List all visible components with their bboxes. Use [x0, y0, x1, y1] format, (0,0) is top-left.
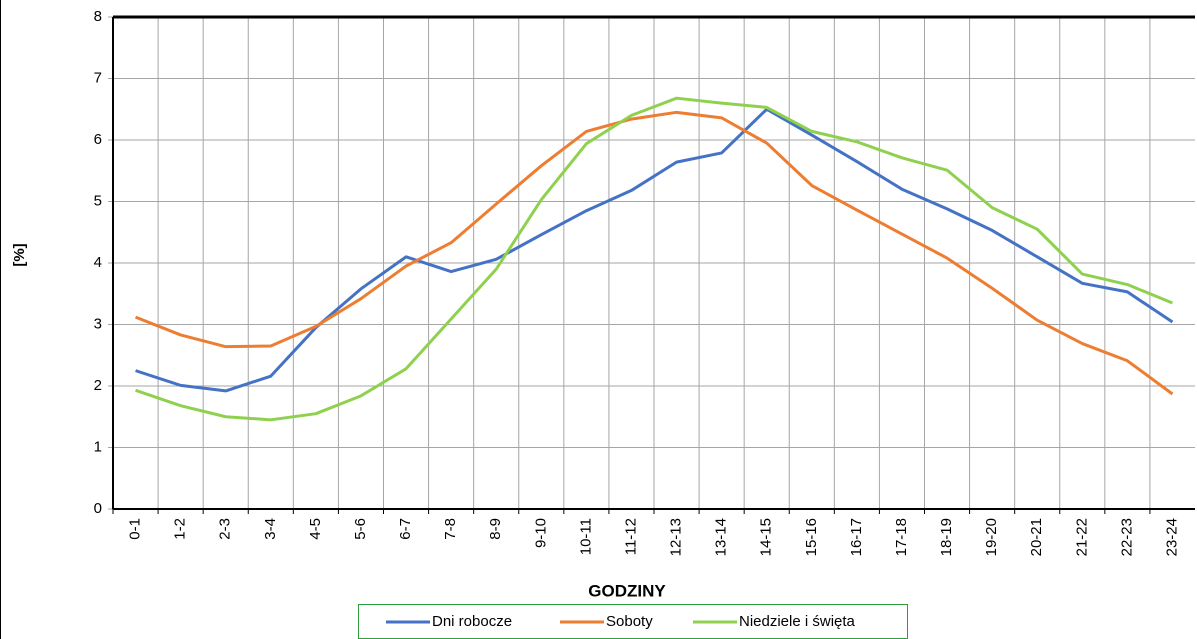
series-line: [135, 96, 1174, 422]
x-tick-label: 7-8: [442, 518, 459, 540]
y-tick-label: 0: [94, 500, 102, 517]
x-tick-label: 12-13: [668, 518, 685, 556]
x-tick-label: 9-10: [532, 518, 549, 548]
x-tick-label: 23-24: [1163, 518, 1180, 556]
x-tick-label: 3-4: [262, 518, 279, 540]
x-tick-label: 19-20: [983, 518, 1000, 556]
legend-label: Dni robocze: [432, 613, 512, 630]
x-tick-label: 1-2: [172, 518, 189, 540]
y-tick-label: 7: [94, 69, 102, 86]
x-tick-label: 21-22: [1073, 518, 1090, 556]
x-tick-label: 22-23: [1118, 518, 1135, 556]
series-line: [134, 110, 1174, 396]
y-axis-title: [%]: [11, 243, 28, 266]
y-tick-label: 6: [94, 131, 102, 148]
x-tick-label: 15-16: [803, 518, 820, 556]
legend-label: Niedziele i święta: [739, 613, 856, 630]
x-tick-label: 16-17: [848, 518, 865, 556]
x-tick-label: 20-21: [1028, 518, 1045, 556]
legend-label: Soboty: [606, 613, 653, 630]
x-tick-label: 2-3: [217, 518, 234, 540]
x-tick-label: 17-18: [893, 518, 910, 556]
y-tick-label: 3: [94, 315, 102, 332]
x-tick-label: 10-11: [577, 518, 594, 555]
x-tick-label: 14-15: [758, 518, 775, 556]
series-line: [135, 107, 1174, 393]
x-tick-label: 18-19: [938, 518, 955, 556]
y-tick-label: 1: [94, 438, 102, 455]
x-tick-label: 8-9: [487, 518, 504, 540]
x-tick-label: 6-7: [397, 518, 414, 540]
y-tick-label: 2: [94, 377, 102, 394]
x-tick-label: 5-6: [352, 518, 369, 540]
x-tick-label: 11-12: [622, 518, 639, 555]
x-axis-title: GODZINY: [588, 581, 666, 600]
y-tick-label: 8: [94, 8, 102, 25]
x-tick-label: 13-14: [713, 518, 730, 556]
y-tick-label: 5: [94, 192, 102, 209]
x-tick-label: 4-5: [307, 518, 324, 540]
y-tick-label: 4: [94, 254, 102, 271]
x-tick-label: 0-1: [127, 518, 144, 540]
